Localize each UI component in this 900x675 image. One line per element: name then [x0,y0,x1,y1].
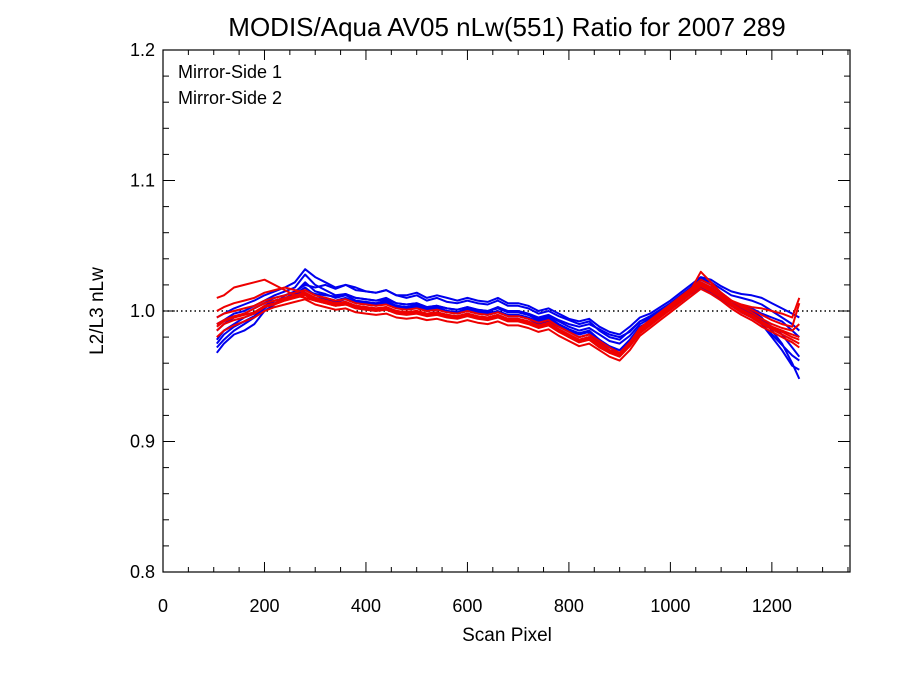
legend-entry-mirror-side-2: Mirror-Side 2 [178,88,282,108]
y-tick-labels: 0.8 0.9 1.0 1.1 1.2 [130,40,155,582]
x-axis-label: Scan Pixel [462,625,552,646]
series-line-ms1-5 [216,268,800,336]
series-line-ms2-12 [216,270,801,357]
series-line-ms2-9 [216,278,801,358]
y-tick-label: 1.1 [130,171,155,191]
x-tick-label: 600 [452,596,482,616]
x-tick-label: 1000 [650,596,690,616]
x-tick-label: 200 [249,596,279,616]
series-line-ms2-10 [216,278,800,354]
series-line-ms2-13 [216,282,800,357]
x-tick-label: 1200 [752,596,792,616]
y-tick-label: 1.0 [130,301,155,321]
chart-title: MODIS/Aqua AV05 nLw(551) Ratio for 2007 … [228,12,785,42]
y-tick-label: 0.8 [130,562,155,582]
y-tick-label: 1.2 [130,40,155,60]
x-tick-label: 400 [351,596,381,616]
x-tick-labels: 0 200 400 600 800 1000 1200 [158,596,792,616]
axis-ticks [162,49,850,573]
y-tick-label: 0.9 [130,432,155,452]
series-line-ms1-4 [216,273,800,339]
series-line-ms2-11 [216,287,800,362]
series-lines [216,268,801,380]
x-tick-label: 800 [554,596,584,616]
x-tick-label: 0 [158,596,168,616]
legend-entry-mirror-side-1: Mirror-Side 1 [178,62,282,82]
y-axis-label: L2/L3 nLw [87,267,108,355]
